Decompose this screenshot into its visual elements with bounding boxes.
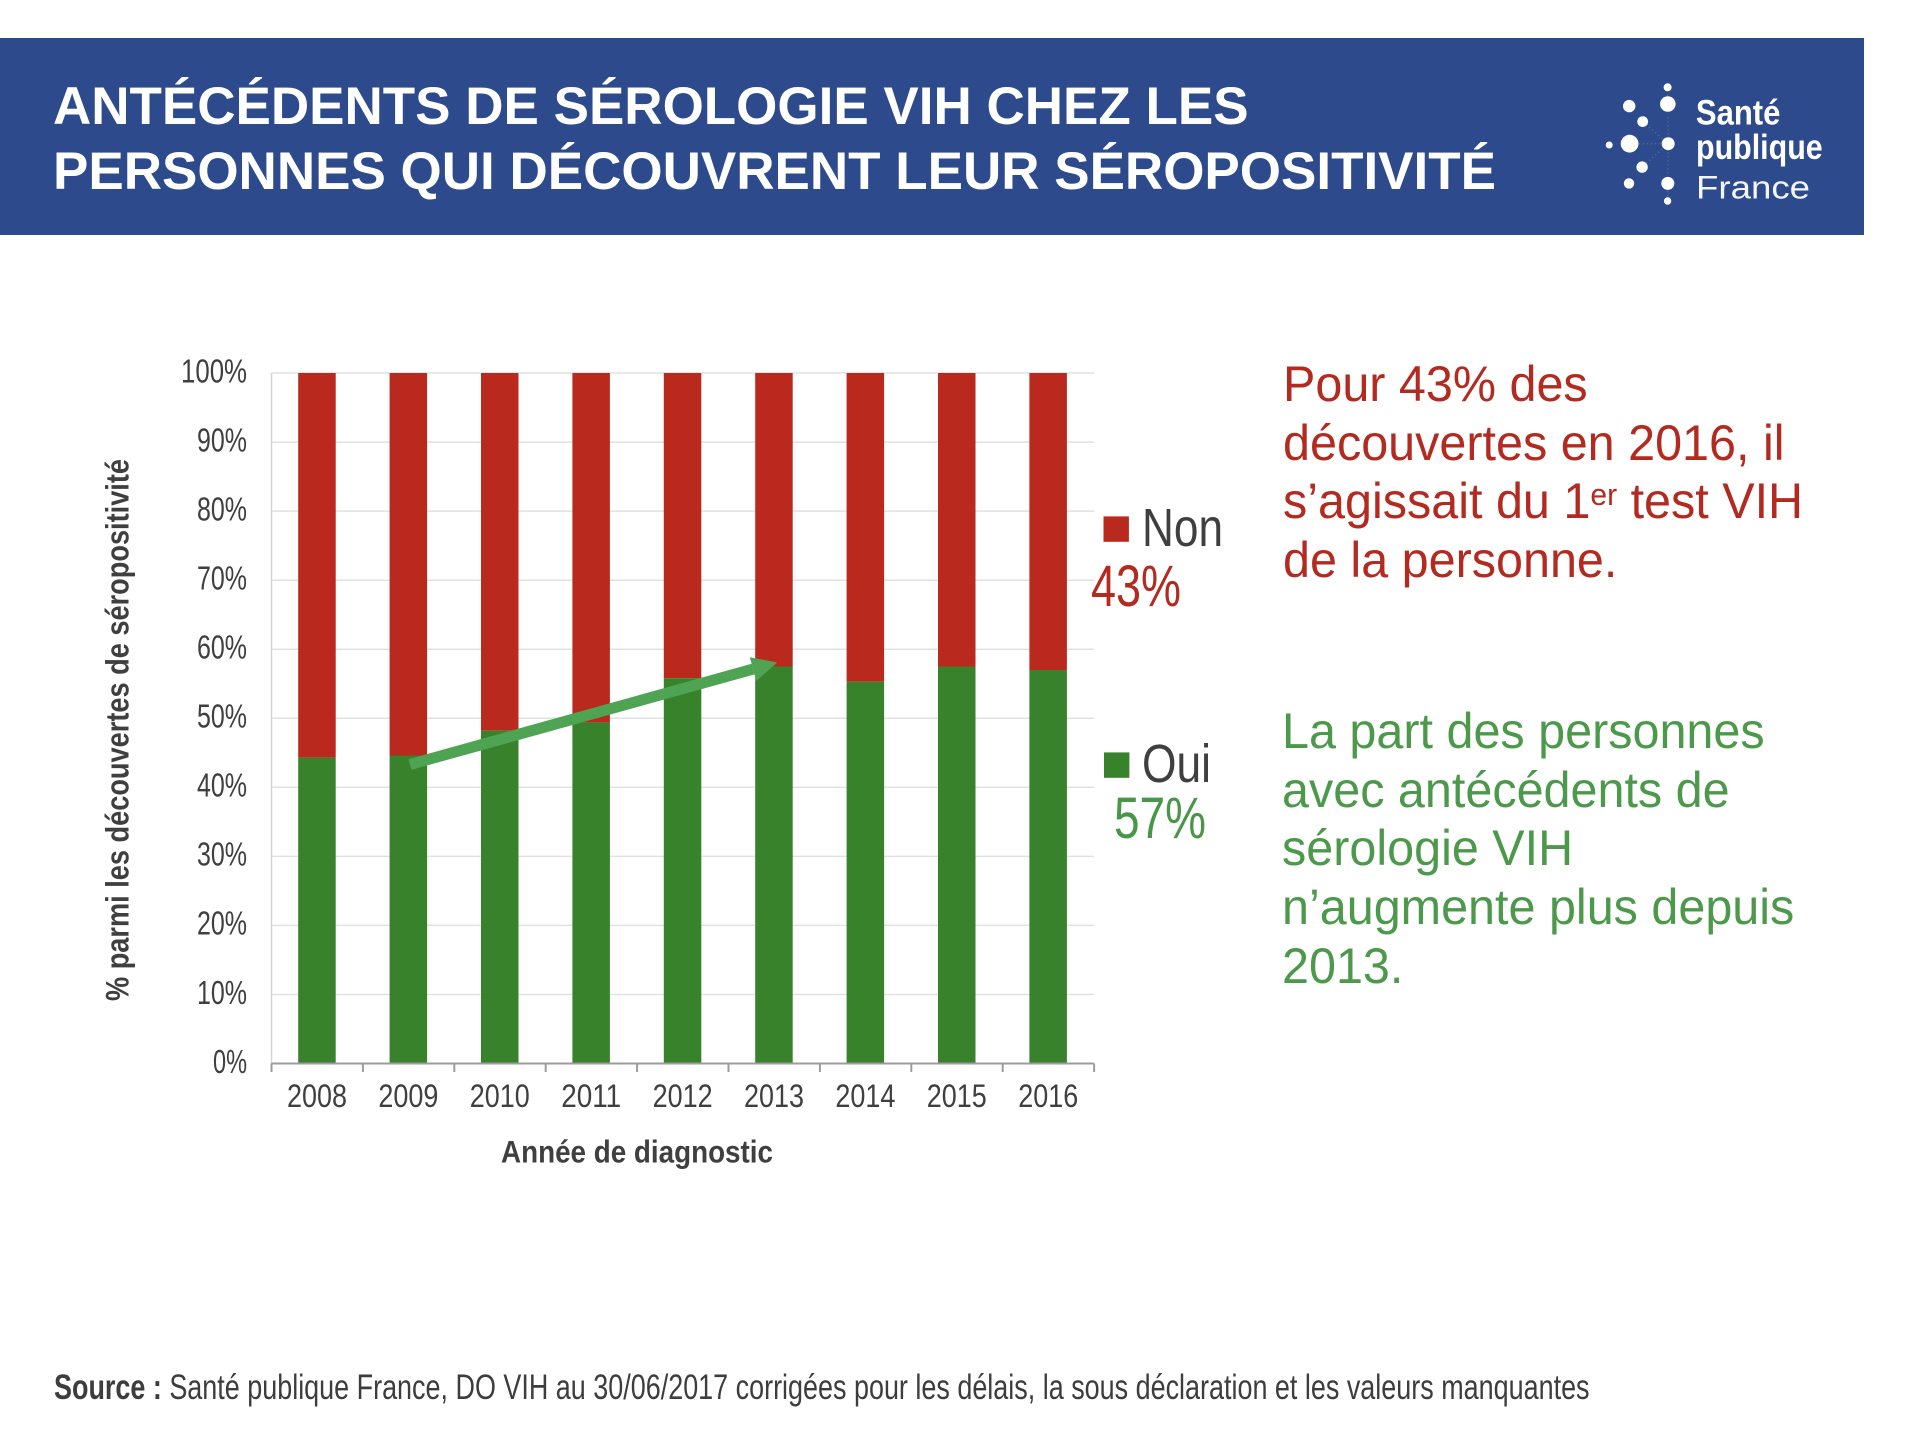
svg-text:80%: 80% [197,490,247,527]
svg-text:40%: 40% [197,767,247,804]
svg-text:70%: 70% [197,560,247,597]
svg-text:2015: 2015 [927,1078,987,1114]
svg-text:Oui: Oui [1142,734,1211,794]
svg-text:Année de diagnostic: Année de diagnostic [501,1134,773,1170]
svg-text:Santé: Santé [1696,93,1781,132]
svg-text:57%: 57% [1114,786,1206,851]
svg-text:30%: 30% [197,836,247,873]
svg-text:2009: 2009 [378,1078,438,1114]
svg-text:2011: 2011 [561,1078,621,1114]
svg-text:2013: 2013 [744,1078,804,1114]
svg-text:2014: 2014 [835,1078,895,1114]
svg-text:43%: 43% [1091,554,1181,619]
svg-text:2010: 2010 [470,1078,530,1114]
svg-text:2016: 2016 [1018,1078,1078,1114]
svg-text:50%: 50% [197,698,247,735]
svg-text:100%: 100% [181,352,247,389]
svg-text:2012: 2012 [653,1078,713,1114]
svg-text:10%: 10% [197,974,247,1011]
svg-text:0%: 0% [213,1043,247,1080]
svg-text:% parmi les découvertes de sér: % parmi les découvertes de séropositivit… [100,459,136,1001]
svg-text:publique: publique [1696,128,1823,167]
svg-text:France: France [1696,169,1810,205]
svg-text:2008: 2008 [287,1078,347,1114]
svg-text:60%: 60% [197,629,247,666]
svg-text:Non: Non [1142,498,1223,558]
svg-text:90%: 90% [197,421,247,458]
svg-text:20%: 20% [197,905,247,942]
